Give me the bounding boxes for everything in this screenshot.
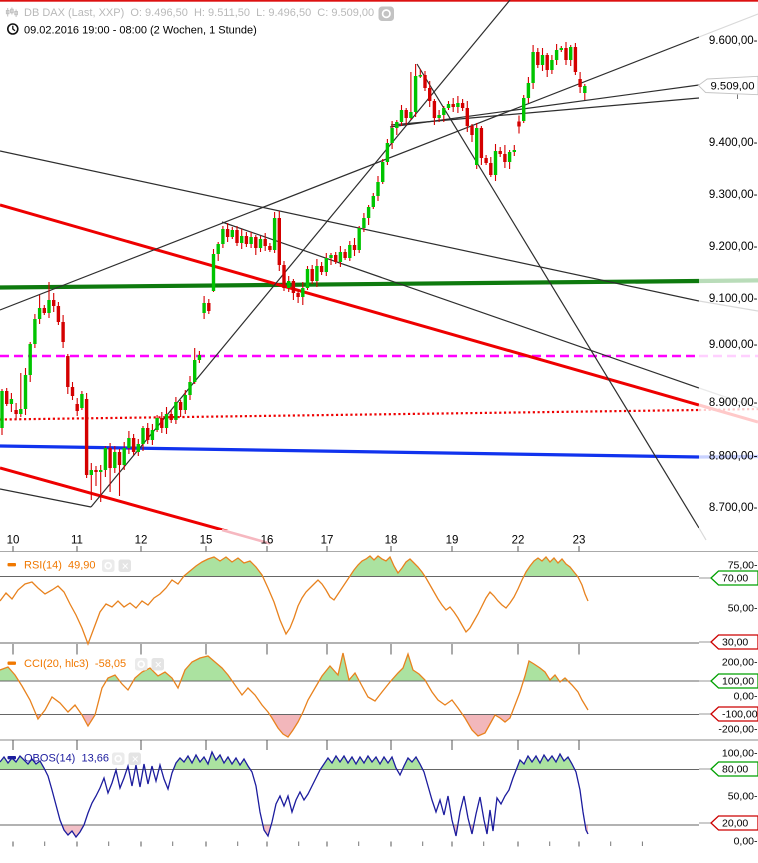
svg-text:✕: ✕ <box>154 660 162 671</box>
svg-text:19: 19 <box>446 535 459 547</box>
svg-text:0,00-: 0,00- <box>734 836 758 848</box>
svg-text:15: 15 <box>200 535 213 547</box>
svg-text:9.000,00-: 9.000,00- <box>709 339 758 351</box>
svg-text:80,00: 80,00 <box>722 764 748 776</box>
svg-text:09.02.2016 19:00 - 08:00 (2 Wo: 09.02.2016 19:00 - 08:00 (2 Wochen, 1 St… <box>24 25 257 37</box>
svg-text:8.800,00-: 8.800,00- <box>709 451 758 463</box>
svg-text:OBOS(14) 13,66: OBOS(14) 13,66 <box>24 753 109 765</box>
svg-text:9.400,00-: 9.400,00- <box>709 137 758 149</box>
svg-text:100,00-: 100,00- <box>722 748 758 760</box>
svg-text:9.600,00-: 9.600,00- <box>709 35 758 47</box>
svg-text:12: 12 <box>135 535 148 547</box>
svg-text:✕: ✕ <box>121 562 129 573</box>
svg-text:-100,00: -100,00 <box>722 709 758 721</box>
svg-text:✕: ✕ <box>131 755 139 766</box>
svg-text:70,00: 70,00 <box>722 573 748 585</box>
svg-text:8.700,00-: 8.700,00- <box>709 502 758 514</box>
svg-text:CCI(20, hlc3) -58,05: CCI(20, hlc3) -58,05 <box>24 658 126 670</box>
svg-text:0,00-: 0,00- <box>734 691 758 703</box>
svg-text:9.100,00-: 9.100,00- <box>709 293 758 305</box>
svg-text:50,00-: 50,00- <box>728 791 758 803</box>
svg-text:18: 18 <box>385 535 398 547</box>
svg-text:23: 23 <box>573 535 586 547</box>
svg-text:-200,00-: -200,00- <box>718 724 758 736</box>
svg-text:10: 10 <box>7 535 20 547</box>
svg-text:8.900,00-: 8.900,00- <box>709 397 758 409</box>
svg-text:DB DAX (Last, XXP) O: 9.496,5: DB DAX (Last, XXP) O: 9.496,50 H: 9.511,… <box>24 7 374 19</box>
svg-text:30,00: 30,00 <box>722 637 748 649</box>
svg-text:100,00: 100,00 <box>722 676 754 688</box>
svg-text:11: 11 <box>71 535 83 547</box>
svg-text:RSI(14) 49,90: RSI(14) 49,90 <box>24 560 96 572</box>
svg-text:9.509,00: 9.509,00 <box>711 80 755 92</box>
svg-text:17: 17 <box>321 535 334 547</box>
svg-text:75,00-: 75,00- <box>728 560 758 572</box>
svg-text:22: 22 <box>512 535 525 547</box>
svg-text:20,00: 20,00 <box>722 818 748 830</box>
svg-text:16: 16 <box>261 535 274 547</box>
svg-text:200,00-: 200,00- <box>722 657 758 669</box>
svg-text:50,00-: 50,00- <box>728 603 758 615</box>
svg-text:9.200,00-: 9.200,00- <box>709 241 758 253</box>
svg-text:9.300,00-: 9.300,00- <box>709 189 758 201</box>
